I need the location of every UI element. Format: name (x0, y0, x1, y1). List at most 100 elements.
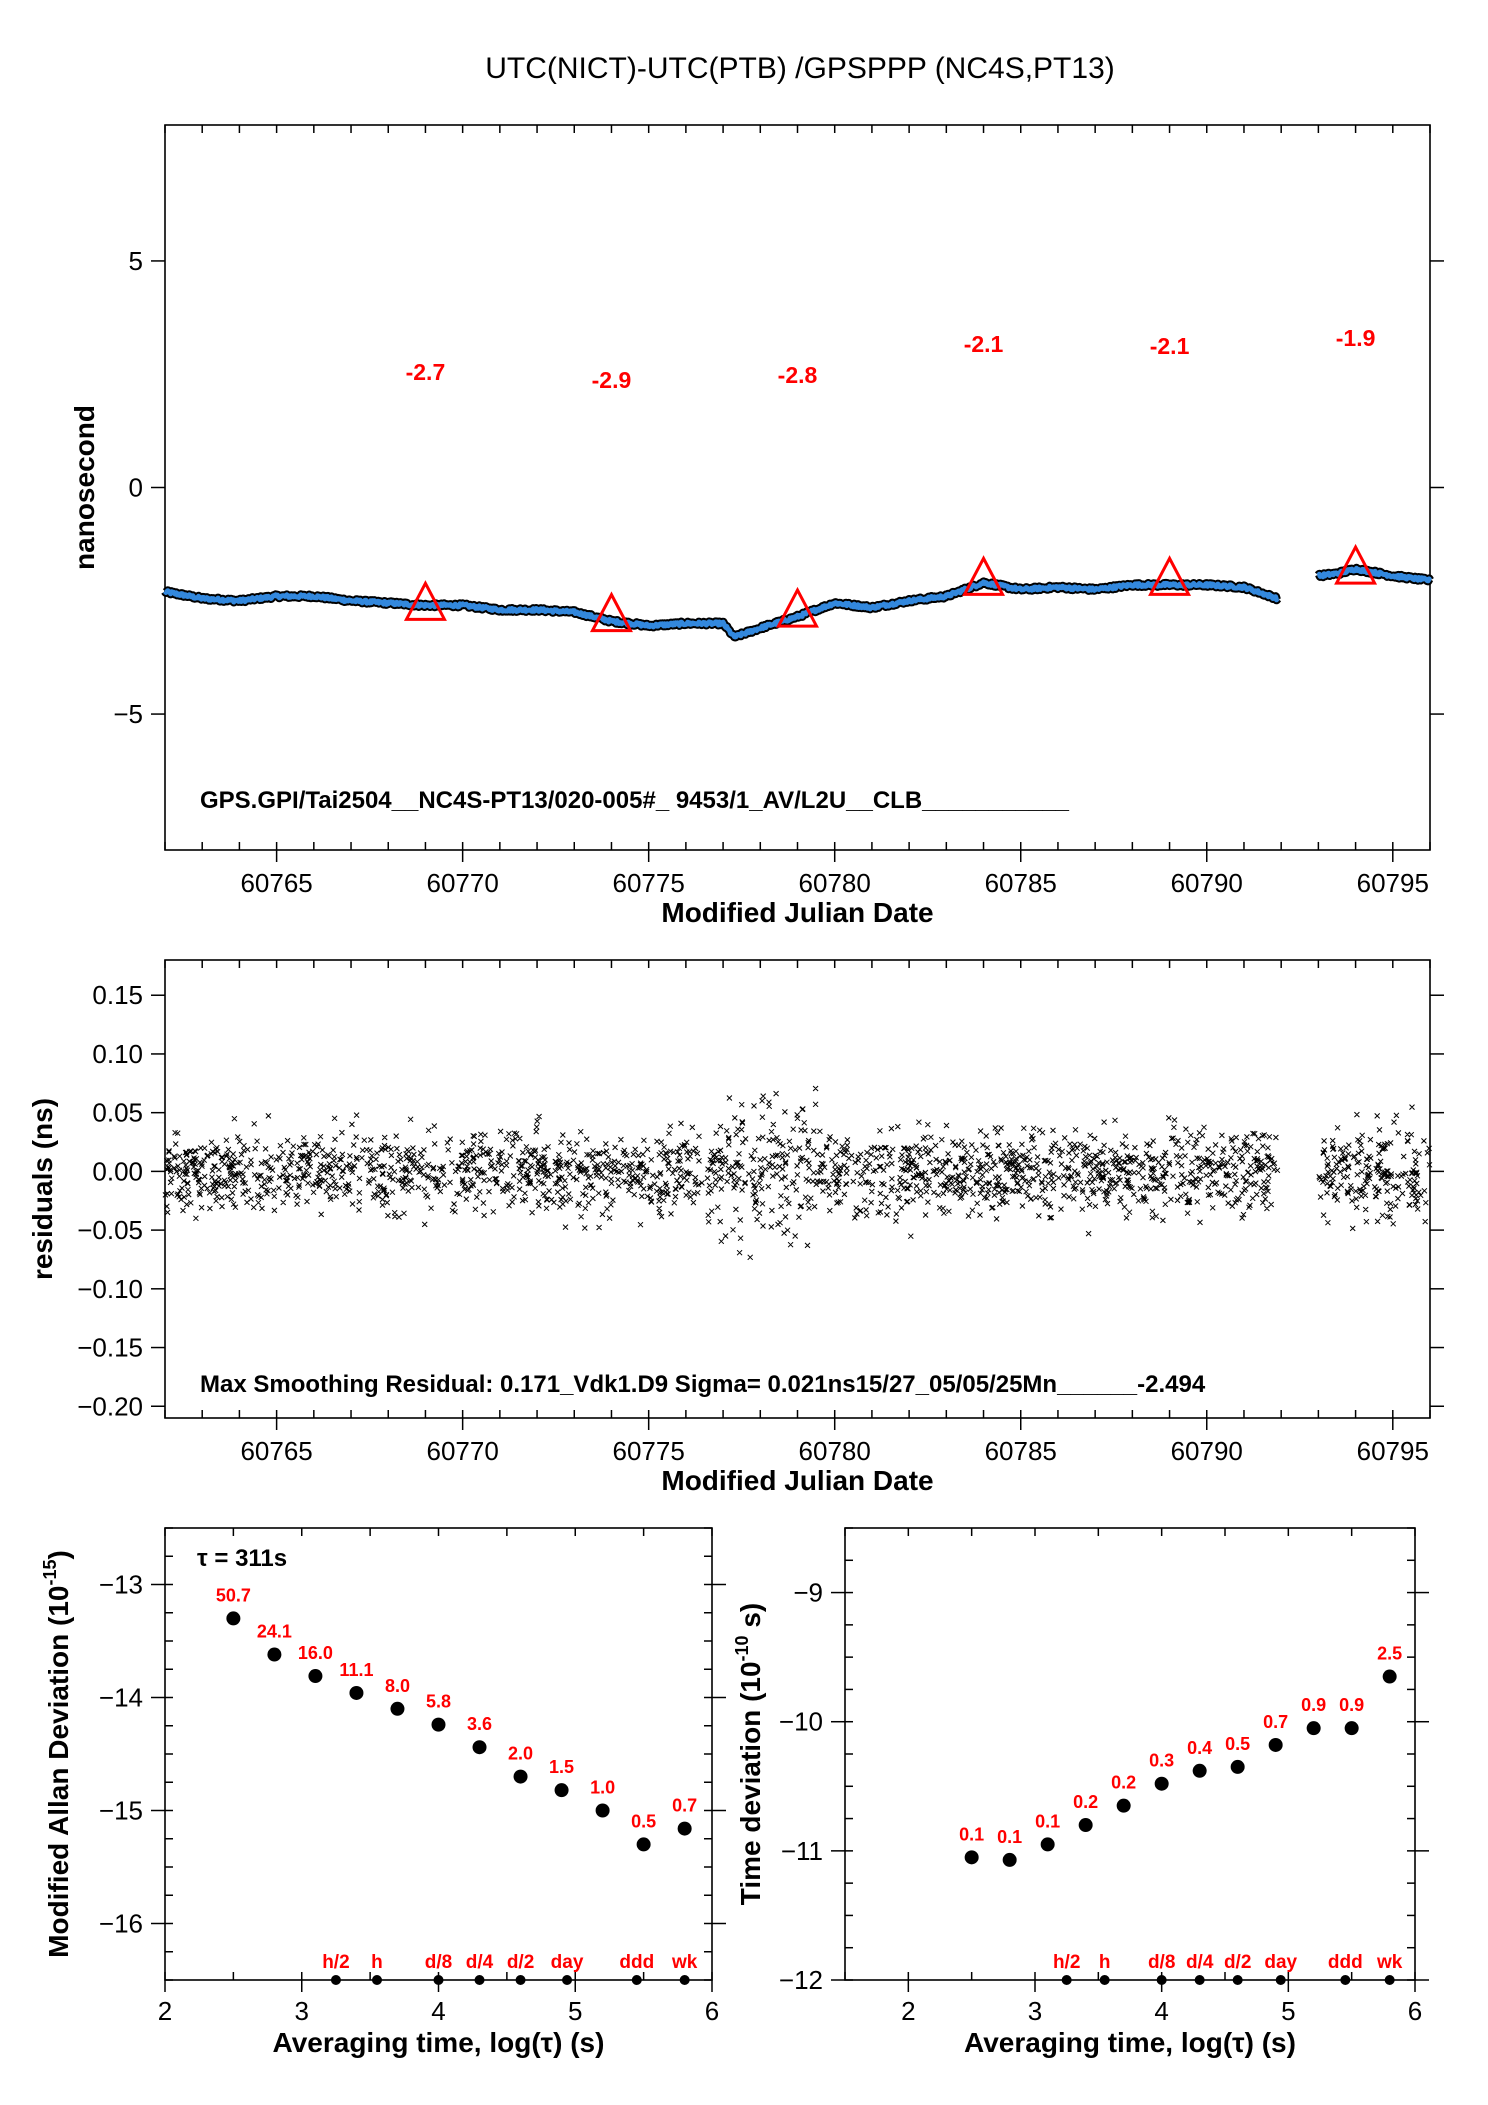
point-label: 0.1 (997, 1827, 1022, 1847)
y-tick-label: −16 (99, 1909, 143, 1939)
point-label: 2.5 (1377, 1644, 1402, 1664)
x-tick-label: 60785 (985, 868, 1057, 898)
triangle-marker (1148, 555, 1192, 596)
reference-mark (371, 1975, 382, 1985)
y-tick-label: −10 (779, 1707, 823, 1737)
y-axis-label-exponent: -15 (40, 1559, 60, 1585)
reference-label: d/8 (1148, 1952, 1175, 1973)
point-label: 0.1 (959, 1824, 984, 1844)
point-label: 0.7 (1263, 1712, 1288, 1732)
point-label: 0.2 (1073, 1792, 1098, 1812)
reference-mark (1384, 1975, 1395, 1985)
reference-mark (1340, 1975, 1351, 1985)
data-point (1230, 1759, 1245, 1774)
timeseries-annotation: GPS.GPI/Tai2504__NC4S-PT13/020-005#_ 945… (200, 787, 1070, 814)
y-tick-label: 5 (129, 246, 143, 276)
x-tick-label: 60790 (1171, 868, 1243, 898)
triangle-marker (1334, 543, 1378, 585)
y-tick-label: −0.20 (77, 1391, 143, 1421)
data-point (1306, 1721, 1321, 1736)
y-tick-label: 0.00 (92, 1156, 143, 1186)
point-label: 8.0 (385, 1676, 410, 1696)
data-point (390, 1701, 405, 1716)
marker-label: -2.9 (592, 367, 632, 393)
data-point (1268, 1737, 1283, 1752)
y-axis-label-end: ) (43, 1550, 74, 1559)
x-tick-label: 60785 (985, 1436, 1057, 1466)
y-tick-label: −14 (99, 1683, 143, 1713)
y-axis-label-end: s) (735, 1603, 766, 1636)
y-tick-label: −12 (779, 1965, 823, 1995)
deviation-frame (844, 1527, 1416, 1981)
y-tick-label: −0.05 (77, 1215, 143, 1245)
x-tick-label: 60780 (799, 1436, 871, 1466)
reference-label: day (1264, 1952, 1297, 1973)
residuals-annotation: Max Smoothing Residual: 0.171_Vdk1.D9 Si… (200, 1371, 1206, 1398)
residual-points (162, 1085, 1433, 1261)
point-label: 0.9 (1339, 1695, 1364, 1715)
data-point (431, 1717, 446, 1732)
tdev-panel: 2 3 4 5 6 −9 −10 −11 −12 Averaging time, log(τ) (… (732, 1527, 1429, 2058)
x-tick-label: 60795 (1357, 1436, 1429, 1466)
mdev-panel: 2 3 4 5 6 −13 −14 −15 −16 Averaging time, log(τ) … (40, 1527, 726, 2058)
reference-mark (631, 1975, 642, 1985)
point-label: 24.1 (257, 1622, 292, 1642)
y-axis-label-main: Time deviation (10 (735, 1661, 766, 1905)
page-title: UTC(NICT)-UTC(PTB) /GPSPPP (NC4S,PT13) (485, 52, 1115, 85)
data-point (267, 1647, 282, 1662)
x-tick-label: 3 (1028, 1996, 1042, 2026)
data-point (513, 1769, 528, 1784)
point-label: 11.1 (339, 1660, 373, 1680)
series-1-line (162, 579, 1280, 640)
data-point (349, 1685, 364, 1700)
reference-label: h (1099, 1952, 1111, 1973)
marker-label: -2.8 (778, 362, 818, 388)
timeseries-panel: 60765 60770 60775 60780 60785 60790 60795 −5 0 5 M… (69, 124, 1444, 928)
reference-mark (1156, 1975, 1167, 1985)
x-tick-label: 4 (1154, 1996, 1168, 2026)
x-tick-label: 3 (295, 1996, 309, 2026)
x-tick-label: 60765 (240, 868, 312, 898)
reference-mark (1061, 1975, 1072, 1985)
point-label: 0.1 (1035, 1811, 1060, 1831)
point-label: 0.9 (1301, 1695, 1326, 1715)
point-label: 1.0 (590, 1778, 615, 1798)
reference-mark (515, 1975, 526, 1985)
x-tick-label: 60775 (613, 868, 685, 898)
residual-markers (162, 1085, 1433, 1261)
x-tick-label: 2 (901, 1996, 915, 2026)
data-point (1154, 1776, 1169, 1791)
marker-label: -1.9 (1336, 325, 1376, 351)
y-axis-label: nanosecond (69, 405, 100, 570)
point-label: 16.0 (298, 1643, 333, 1663)
reference-mark (1232, 1975, 1243, 1985)
reference-label: d/4 (466, 1952, 494, 1973)
x-tick-label: 6 (705, 1996, 719, 2026)
data-point (308, 1669, 323, 1684)
data-point (636, 1837, 651, 1852)
reference-label: ddd (1328, 1952, 1363, 1973)
reference-label: h (371, 1952, 383, 1973)
point-label: 2.0 (508, 1744, 533, 1764)
marker-label: -2.1 (964, 331, 1004, 357)
residuals-panel: 60765 60770 60775 60780 60785 60790 60795 0.15 0… (27, 959, 1444, 1496)
reference-label: ddd (619, 1952, 654, 1973)
x-tick-label: 60780 (799, 868, 871, 898)
point-label: 0.4 (1187, 1738, 1212, 1758)
x-tick-label: 5 (1281, 1996, 1295, 2026)
x-tick-label: 60765 (240, 1436, 312, 1466)
data-point (677, 1821, 692, 1836)
x-tick-label: 6 (1408, 1996, 1422, 2026)
y-axis-label: residuals (ns) (27, 1098, 58, 1280)
y-tick-label: 0.10 (92, 1039, 143, 1069)
y-tick-label: 0.05 (92, 1098, 143, 1128)
x-tick-label: 60795 (1357, 868, 1429, 898)
reference-label: d/2 (507, 1952, 534, 1973)
y-tick-label: −15 (99, 1796, 143, 1826)
reference-label: wk (1376, 1952, 1403, 1973)
tau-note: τ = 311s (197, 1545, 287, 1572)
reference-mark (433, 1975, 444, 1985)
x-tick-label: 5 (568, 1996, 582, 2026)
reference-mark (474, 1975, 485, 1985)
